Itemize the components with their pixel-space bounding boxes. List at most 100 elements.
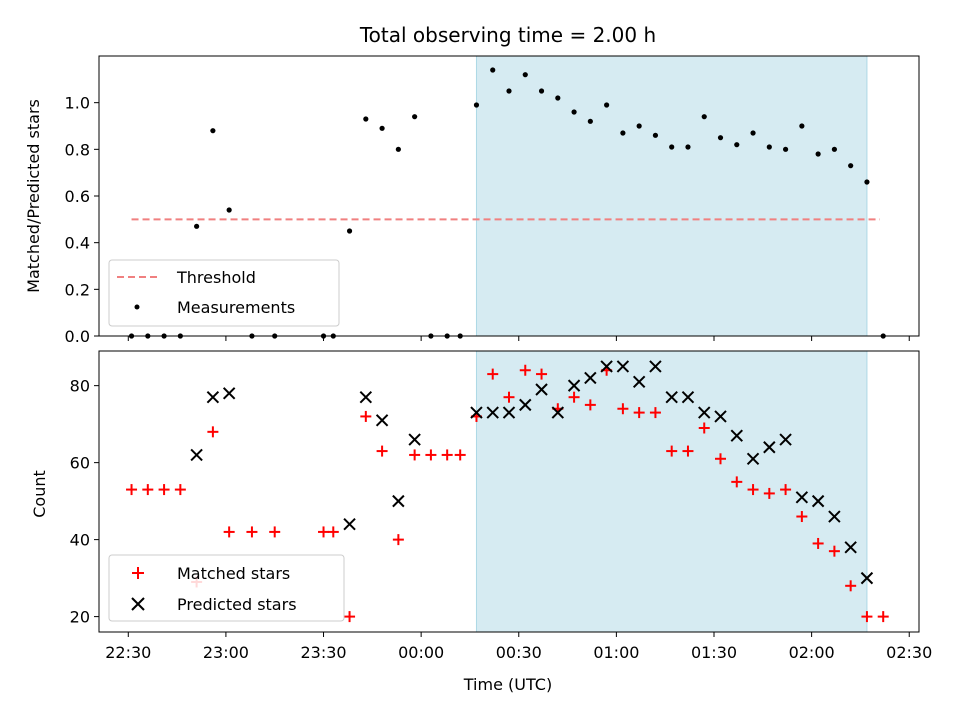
bottom-axes-frame — [98, 350, 920, 633]
matched-star-marker — [747, 484, 759, 496]
measurement-point — [379, 125, 385, 131]
bottom-legend-box — [108, 554, 345, 622]
measurement-point — [346, 228, 353, 234]
predicted-star-marker — [681, 390, 695, 404]
bottom-ytick-label: 40 — [70, 531, 90, 550]
predicted-star-marker — [665, 390, 678, 404]
predicted-star-marker — [811, 494, 825, 508]
predicted-star-marker — [206, 390, 220, 404]
predicted-star-marker — [730, 429, 743, 442]
measurement-point — [412, 114, 418, 120]
matched-star-marker — [715, 453, 727, 465]
top-ytick-label: 0.6 — [65, 187, 90, 206]
predicted-star-marker — [535, 383, 548, 396]
bottom-ytick-label: 20 — [70, 608, 90, 627]
matched-star-marker — [223, 526, 235, 538]
predicted-star-marker — [763, 441, 776, 454]
predicted-star-marker — [828, 510, 841, 523]
measurement-point — [766, 144, 772, 150]
predicted-star-marker — [600, 360, 613, 373]
predicted-star-marker — [795, 491, 809, 504]
matched-star-marker — [503, 391, 515, 403]
matched-star-marker — [812, 537, 824, 549]
bottom-legend: Matched stars Predicted stars — [108, 554, 345, 622]
matched-star-marker — [158, 484, 170, 496]
xtick-label: 02:30 — [886, 643, 932, 662]
top-legend-box — [108, 259, 340, 327]
matched-star-marker — [174, 484, 186, 496]
top-ytick-label: 0.0 — [65, 327, 90, 346]
matched-star-marker — [207, 426, 219, 438]
matched-star-marker — [409, 449, 421, 461]
legend-predicted-label: Predicted stars — [177, 595, 297, 614]
matched-star-marker — [487, 368, 499, 380]
predicted-star-marker — [359, 390, 373, 404]
xtick-label: 00:00 — [398, 643, 444, 662]
measurement-point — [701, 114, 707, 120]
matched-star-marker — [318, 526, 330, 538]
predicted-star-marker — [392, 494, 405, 508]
top-ytick-label: 0.8 — [65, 140, 90, 159]
matched-star-marker — [666, 445, 678, 457]
x-axis-label: Time (UTC) — [463, 675, 552, 694]
matched-star-marker — [454, 449, 466, 461]
bottom-ytick-label: 80 — [70, 377, 90, 396]
measurement-point — [848, 163, 854, 169]
matched-star-marker — [568, 391, 580, 403]
predicted-star-marker — [343, 518, 356, 531]
measurement-point — [363, 116, 369, 122]
chart-title: Total observing time = 2.00 h — [359, 23, 656, 47]
matched-star-marker — [126, 484, 138, 496]
xtick-label: 23:30 — [300, 643, 346, 662]
top-axes-frame — [98, 55, 920, 337]
measurement-point — [604, 102, 610, 108]
xtick-label: 01:00 — [593, 643, 639, 662]
predicted-star-marker — [222, 387, 236, 400]
measurement-point — [717, 135, 724, 141]
measurement-point — [799, 123, 805, 129]
measurement-point — [864, 179, 870, 185]
predicted-star-marker — [632, 375, 646, 389]
measurement-point — [522, 72, 528, 78]
bottom-ytick-label: 60 — [70, 454, 90, 473]
predicted-star-marker — [408, 433, 421, 446]
measurement-point — [815, 151, 821, 157]
matched-star-marker — [519, 364, 531, 376]
matched-star-marker — [142, 484, 154, 496]
xtick-label: 23:00 — [203, 643, 249, 662]
matched-star-marker — [698, 422, 710, 434]
predicted-star-marker — [551, 406, 565, 419]
xtick-label: 01:30 — [691, 643, 737, 662]
matched-star-marker — [682, 445, 694, 457]
measurement-point — [555, 95, 561, 101]
predicted-star-marker — [375, 414, 389, 427]
top-panel: 0.0 0.2 0.4 0.6 0.8 1.0 Matched/Predicted sta… — [24, 55, 920, 346]
top-ytick-label: 0.2 — [65, 280, 90, 299]
matched-star-marker — [344, 611, 356, 623]
matched-star-marker — [584, 399, 596, 411]
xtick-label: 00:30 — [496, 643, 542, 662]
bottom-y-axis-label: Count — [30, 470, 49, 518]
predicted-star-marker — [486, 406, 499, 419]
matched-star-marker — [246, 526, 258, 538]
xtick-label: 02:00 — [789, 643, 835, 662]
matched-star-marker — [649, 407, 661, 419]
measurement-point — [473, 102, 480, 108]
top-ytick-label: 1.0 — [65, 94, 90, 113]
matched-star-marker — [376, 445, 388, 457]
matched-star-marker — [441, 449, 453, 461]
predicted-star-marker — [649, 360, 662, 373]
top-y-axis-label: Matched/Predicted stars — [24, 99, 43, 293]
predicted-star-marker — [844, 541, 857, 554]
predicted-star-marker — [698, 406, 711, 419]
matched-star-marker — [861, 611, 873, 623]
bottom-panel: 20 40 60 80 22:30 23:00 23:30 00:00 00:30 01:00 0… — [30, 350, 932, 694]
measurement-point — [831, 146, 837, 152]
matched-star-marker — [617, 403, 629, 415]
matched-star-marker — [392, 534, 404, 546]
predicted-star-marker — [470, 406, 483, 419]
measurement-point — [210, 128, 216, 134]
measurement-point — [652, 132, 659, 138]
legend-measurements-label: Measurements — [177, 298, 295, 317]
